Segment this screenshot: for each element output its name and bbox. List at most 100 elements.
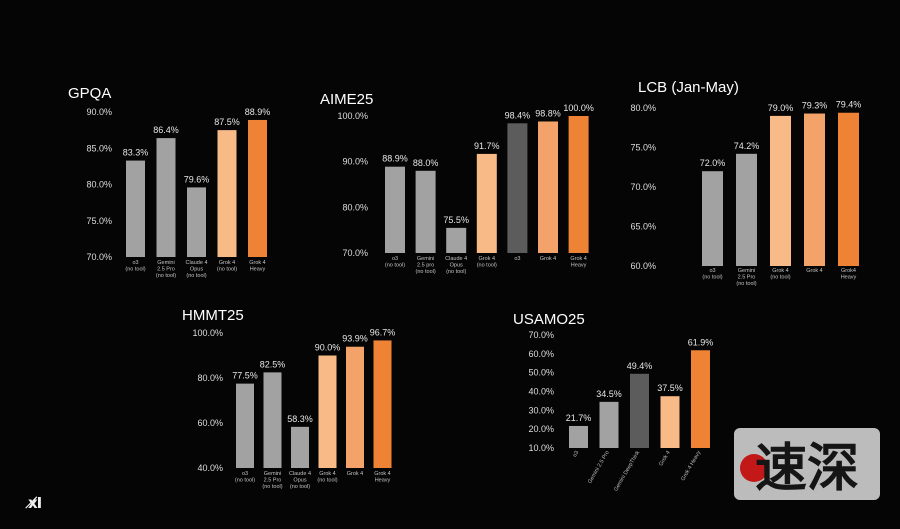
bar bbox=[507, 123, 528, 253]
bar bbox=[446, 227, 467, 253]
bar bbox=[236, 383, 254, 468]
y-tick-label: 60.0% bbox=[528, 349, 554, 359]
value-label: 79.0% bbox=[768, 103, 794, 113]
category-label: Grok 4 bbox=[658, 450, 671, 467]
chart-3: HMMT25 40.0% 60.0% 80.0% 100.0% 77.5% o3 (no to… bbox=[182, 307, 395, 490]
value-label: 82.5% bbox=[260, 359, 286, 369]
y-tick-label: 30.0% bbox=[528, 405, 554, 415]
category-label: Grok 4 Heavy bbox=[570, 256, 587, 269]
bar bbox=[770, 115, 791, 267]
bar bbox=[630, 373, 649, 448]
bar bbox=[476, 153, 497, 253]
value-label: 96.7% bbox=[370, 327, 396, 337]
y-tick-label: 75.0% bbox=[630, 143, 656, 153]
value-label: 74.2% bbox=[734, 141, 760, 151]
value-label: 98.4% bbox=[505, 110, 531, 120]
value-label: 100.0% bbox=[563, 103, 594, 113]
chart-title: LCB (Jan-May) bbox=[638, 79, 739, 96]
chart-4: USAMO25 10.0% 20.0% 30.0% 40.0% 50.0% 60.0% 70.… bbox=[513, 311, 713, 492]
value-label: 37.5% bbox=[657, 383, 683, 393]
value-label: 72.0% bbox=[700, 158, 726, 168]
chart-title: GPQA bbox=[68, 85, 111, 102]
y-tick-label: 20.0% bbox=[528, 424, 554, 434]
y-tick-label: 40.0% bbox=[528, 387, 554, 397]
y-tick-label: 80.0% bbox=[197, 373, 223, 383]
bar bbox=[538, 121, 558, 253]
chart-1: AIME25 70.0% 80.0% 90.0% 100.0% 88.9% o3 (no to… bbox=[320, 91, 594, 275]
category-label: o3 (no tool) bbox=[125, 260, 145, 273]
value-label: 90.0% bbox=[315, 343, 341, 353]
chart-2: LCB (Jan-May) 60.0% 65.0% 70.0% 75.0% 80.0% 72… bbox=[630, 79, 861, 287]
bar bbox=[187, 187, 206, 257]
bar bbox=[318, 355, 337, 468]
category-label: Grok4 Heavy bbox=[841, 268, 857, 281]
y-tick-label: 75.0% bbox=[86, 216, 112, 226]
value-label: 21.7% bbox=[566, 413, 592, 423]
value-label: 79.4% bbox=[836, 100, 862, 110]
value-label: 88.9% bbox=[382, 154, 408, 164]
category-label: Grok 4 (no tool) bbox=[317, 471, 337, 484]
category-label: Claude 4 Opus (no tool) bbox=[289, 471, 311, 490]
category-label: Grok 4 (no tool) bbox=[217, 260, 237, 273]
bar bbox=[156, 138, 176, 257]
chart-title: AIME25 bbox=[320, 91, 373, 108]
bar bbox=[126, 160, 145, 257]
category-label: o3 (no tool) bbox=[235, 471, 255, 484]
bar bbox=[804, 113, 825, 266]
y-tick-label: 90.0% bbox=[342, 157, 368, 167]
value-label: 77.5% bbox=[232, 371, 258, 381]
category-label: o3 (no tool) bbox=[702, 268, 722, 281]
category-label: Grok 4 Heavy bbox=[374, 471, 391, 484]
bar bbox=[346, 346, 364, 468]
bar bbox=[599, 401, 619, 448]
category-label: Gemini 2.5 Pro (no tool) bbox=[262, 471, 282, 490]
value-label: 98.8% bbox=[535, 108, 561, 118]
value-label: 88.0% bbox=[413, 158, 439, 168]
y-tick-label: 65.0% bbox=[630, 222, 656, 232]
bar bbox=[660, 396, 680, 448]
category-label: Grok 4 Heavy bbox=[249, 260, 266, 273]
category-label: Gemini 2.5 Pro bbox=[587, 450, 611, 485]
value-label: 61.9% bbox=[688, 337, 714, 347]
category-label: Grok 4 (no tool) bbox=[770, 268, 790, 281]
category-label: Gemini DeepThink bbox=[613, 450, 641, 493]
xai-logo: x̸I bbox=[28, 494, 42, 512]
category-label: o3 (no tool) bbox=[385, 256, 405, 269]
bar bbox=[263, 372, 282, 468]
category-label: Gemini 2.5 Pro (no tool) bbox=[736, 268, 756, 287]
value-label: 58.3% bbox=[287, 414, 313, 424]
bar bbox=[248, 119, 267, 257]
bar bbox=[838, 112, 859, 267]
bar bbox=[373, 340, 392, 468]
value-label: 88.9% bbox=[245, 107, 271, 117]
value-label: 86.4% bbox=[153, 125, 179, 135]
value-label: 49.4% bbox=[627, 361, 653, 371]
y-tick-label: 70.0% bbox=[342, 248, 368, 258]
category-label: Gemini 2.5 pro (no tool) bbox=[416, 256, 436, 275]
category-label: Claude 4 Opus (no tool) bbox=[445, 256, 467, 275]
value-label: 34.5% bbox=[596, 389, 622, 399]
watermark-text: 速深 bbox=[755, 438, 859, 499]
y-tick-label: 60.0% bbox=[197, 418, 223, 428]
y-tick-label: 90.0% bbox=[86, 107, 112, 117]
bar bbox=[568, 116, 589, 253]
bar bbox=[702, 171, 723, 266]
y-tick-label: 100.0% bbox=[337, 111, 368, 121]
category-label: o3 bbox=[572, 450, 580, 458]
category-label: Grok 4 bbox=[347, 471, 364, 477]
y-tick-label: 50.0% bbox=[528, 368, 554, 378]
category-label: Claude 4 Opus (no tool) bbox=[185, 260, 207, 279]
value-label: 79.6% bbox=[184, 174, 210, 184]
category-label: Grok 4 bbox=[806, 268, 823, 274]
y-tick-label: 10.0% bbox=[528, 443, 554, 453]
bar bbox=[569, 425, 588, 448]
y-tick-label: 70.0% bbox=[528, 330, 554, 340]
bar bbox=[736, 153, 757, 266]
chart-title: HMMT25 bbox=[182, 307, 244, 324]
y-tick-label: 80.0% bbox=[342, 202, 368, 212]
value-label: 83.3% bbox=[123, 148, 149, 158]
chart-0: GPQA 70.0% 75.0% 80.0% 85.0% 90.0% 83.3% o3 (no … bbox=[68, 85, 270, 279]
bar bbox=[217, 130, 237, 257]
category-label: Grok 4 bbox=[540, 256, 557, 262]
